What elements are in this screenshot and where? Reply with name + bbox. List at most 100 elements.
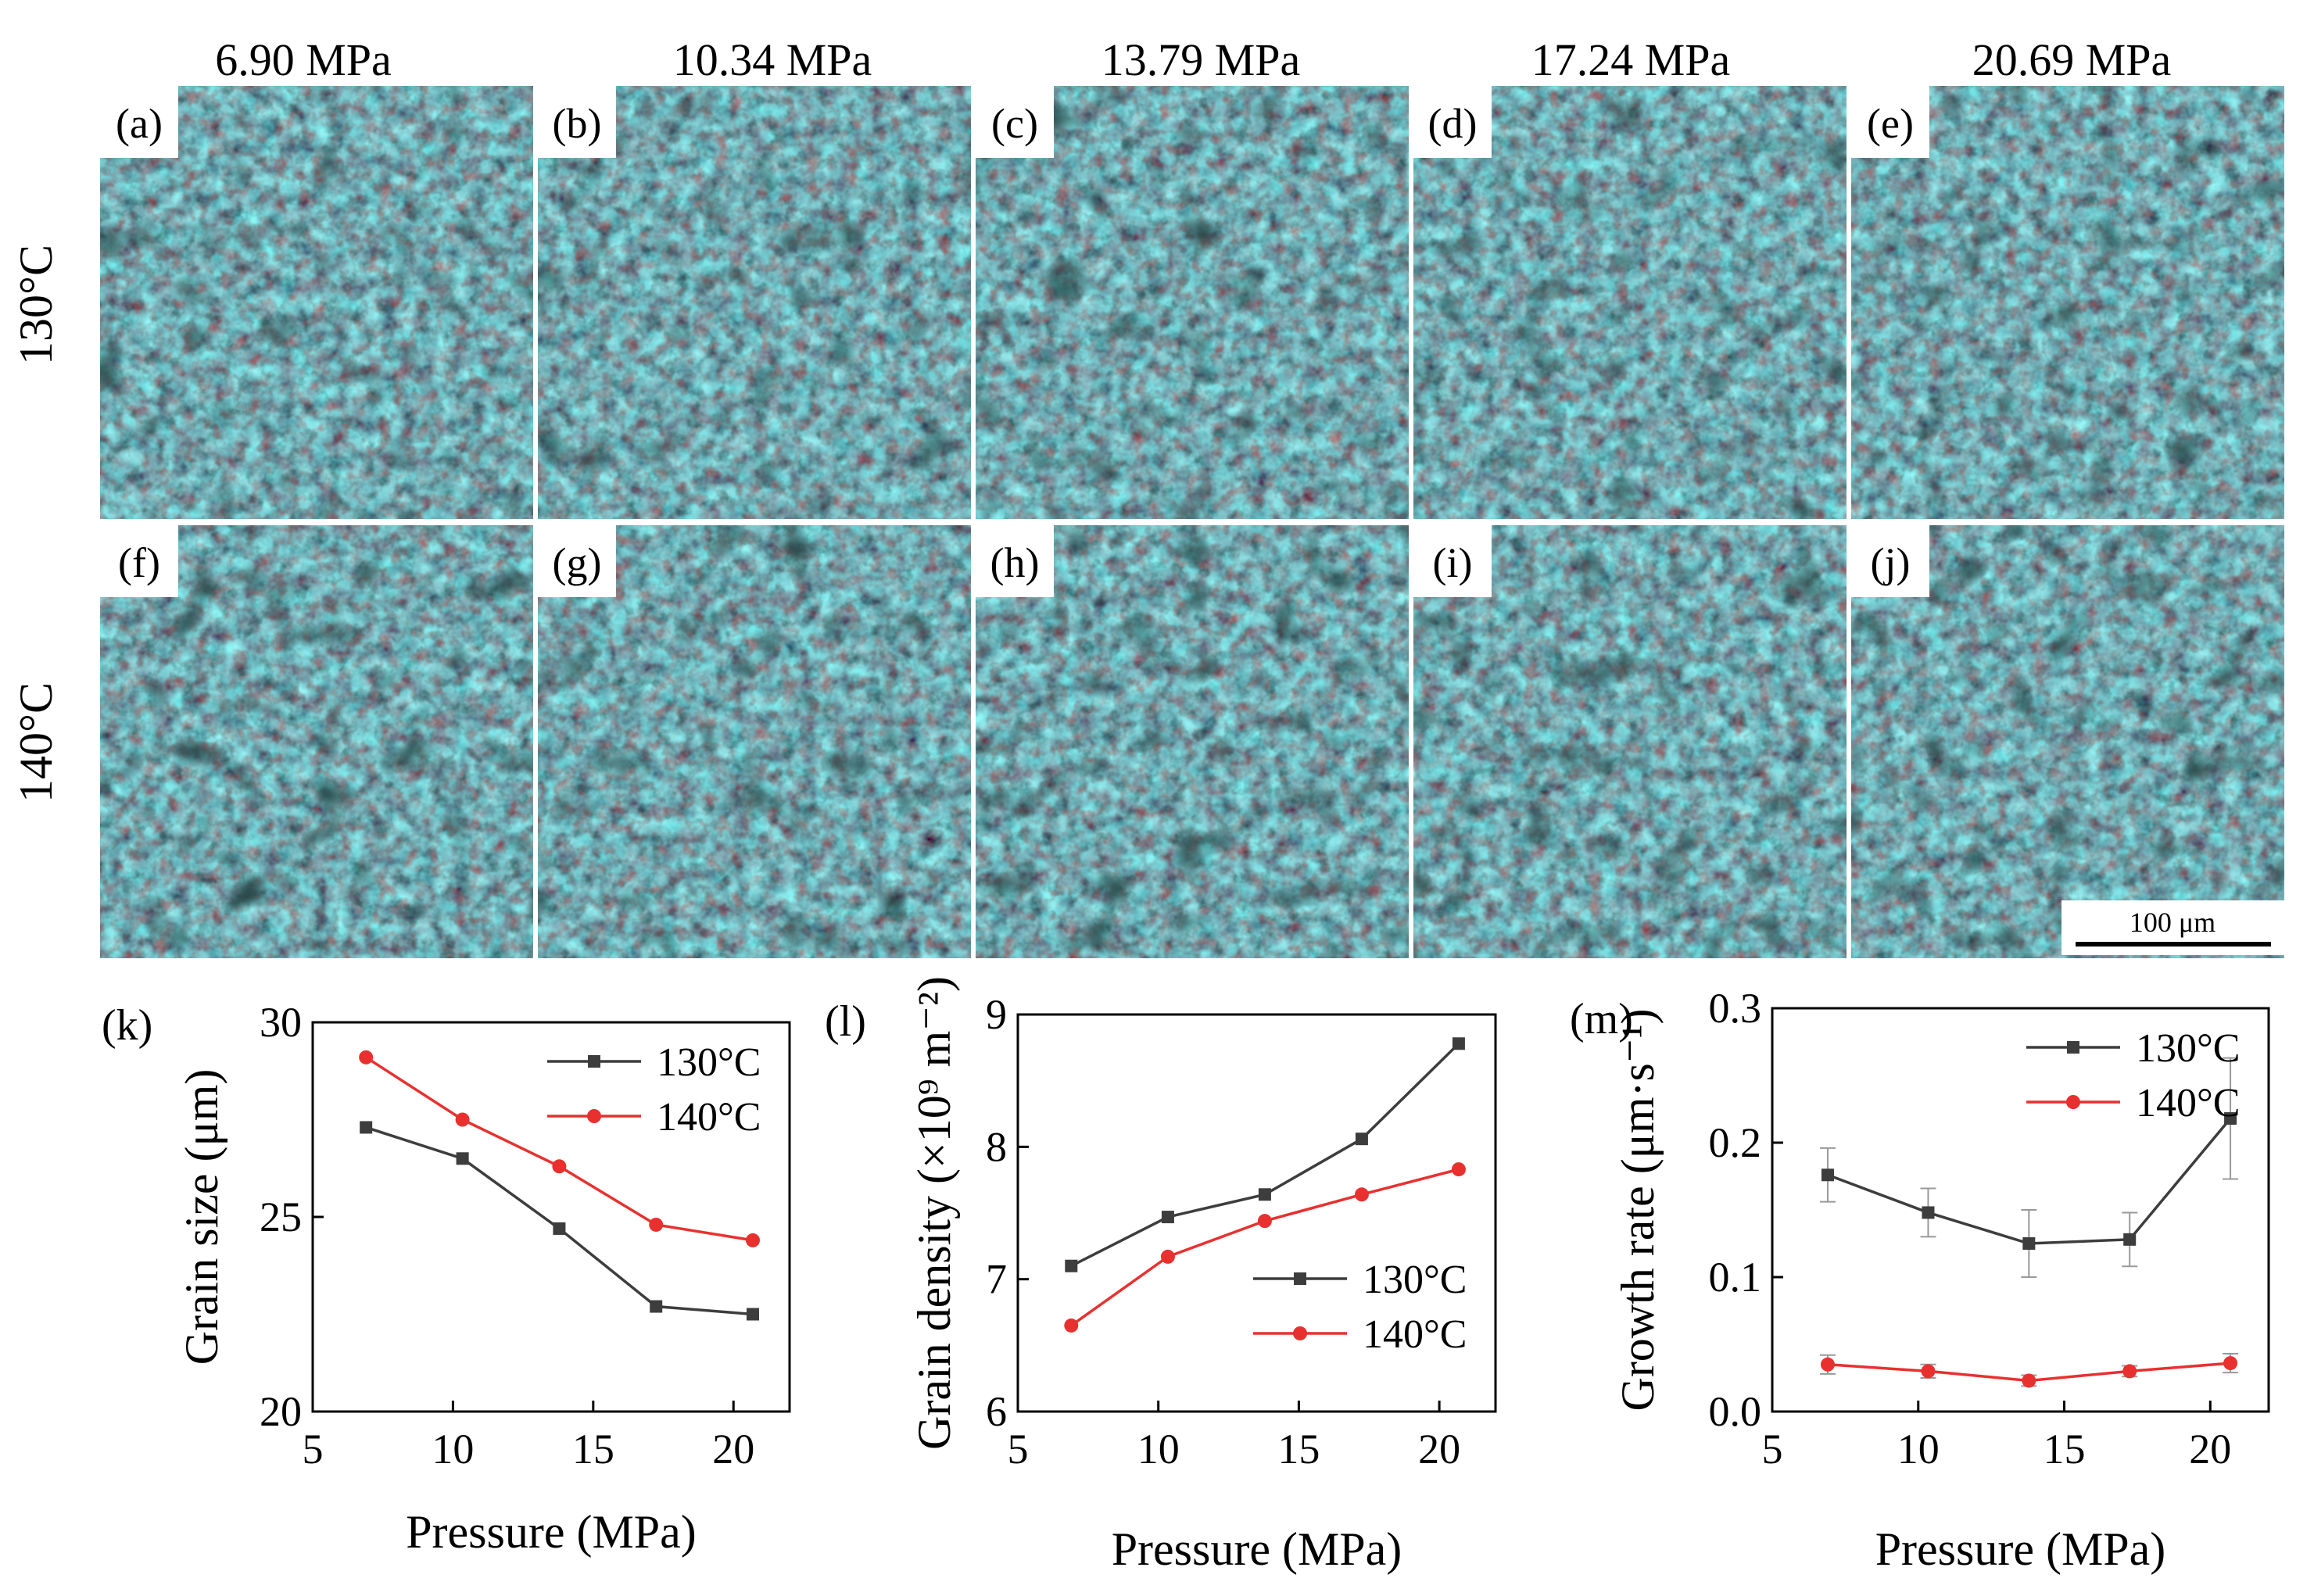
legend-label: 130°C bbox=[657, 1040, 761, 1085]
data-point bbox=[2123, 1233, 2137, 1246]
data-point bbox=[1451, 1162, 1466, 1177]
legend-marker bbox=[2067, 1041, 2079, 1054]
panel-label-box bbox=[1413, 525, 1492, 597]
plot-frame bbox=[1016, 1013, 1497, 1413]
panel-label-box bbox=[538, 86, 616, 158]
series-130°C bbox=[360, 1121, 759, 1321]
data-point bbox=[2224, 1112, 2237, 1125]
series-line bbox=[1070, 1043, 1460, 1268]
data-point bbox=[1821, 1168, 1834, 1182]
panel-label: (c) bbox=[991, 100, 1038, 147]
legend-label: 130°C bbox=[2136, 1026, 2240, 1071]
data-point bbox=[1065, 1259, 1078, 1272]
data-point bbox=[553, 1222, 566, 1235]
x-tick-label: 10 bbox=[432, 1426, 474, 1473]
data-point bbox=[2022, 1373, 2036, 1388]
chart-2: (l) 5 10 15 20 6 7 8 9 Pressure (MPa) Grain densit… bbox=[825, 976, 1497, 1575]
x-tick-label: 20 bbox=[712, 1426, 754, 1473]
data-point bbox=[2223, 1356, 2238, 1371]
temperature-row-label: 130°C bbox=[10, 245, 62, 365]
data-point bbox=[746, 1308, 759, 1321]
chart-1: (k) 5 10 15 20 20 25 30 Pressure (MPa) Grain size… bbox=[102, 999, 791, 1558]
data-point bbox=[1922, 1206, 1935, 1219]
x-tick-label: 15 bbox=[2044, 1426, 2086, 1473]
data-point bbox=[1064, 1318, 1079, 1333]
legend-label: 140°C bbox=[1363, 1312, 1467, 1357]
pressure-header: 13.79 MPa bbox=[1101, 34, 1301, 85]
x-tick-label: 15 bbox=[572, 1426, 614, 1473]
data-point bbox=[649, 1217, 664, 1232]
y-tick-label: 7 bbox=[986, 1256, 1007, 1303]
series-130°C bbox=[1065, 1037, 1465, 1272]
micrograph-panel: (b) bbox=[538, 86, 971, 519]
x-axis-label: Pressure (MPa) bbox=[1875, 1523, 2166, 1575]
x-tick-label: 20 bbox=[1418, 1426, 1460, 1473]
panel-label-box bbox=[1851, 525, 1929, 597]
micrograph-panel: (i) bbox=[1413, 525, 1847, 958]
x-tick-label: 15 bbox=[1277, 1426, 1320, 1473]
legend-marker bbox=[587, 1109, 601, 1123]
panel-label-box bbox=[976, 525, 1054, 597]
scale-bar-line bbox=[2076, 942, 2271, 947]
x-tick-label: 10 bbox=[1897, 1426, 1940, 1473]
x-axis-label: Pressure (MPa) bbox=[1112, 1523, 1402, 1575]
micrograph-panel: (a) bbox=[100, 86, 533, 519]
x-tick-label: 5 bbox=[1008, 1426, 1029, 1473]
legend: 130°C 140°C bbox=[547, 1040, 761, 1140]
data-point bbox=[456, 1152, 469, 1165]
micrograph-panel: (e) bbox=[1851, 86, 2284, 519]
scale-bar: 100 μm bbox=[2061, 900, 2284, 955]
plot-frame bbox=[1771, 1007, 2270, 1413]
micrograph-panel: (d) bbox=[1413, 86, 1847, 519]
y-axis-label: Grain size (μm) bbox=[176, 1069, 227, 1365]
panel-label: (a) bbox=[116, 100, 163, 147]
micrograph-grid: (a) (b) (c) (d) (e) (f) (g) (h) (i) (j) bbox=[100, 86, 2284, 958]
data-point bbox=[1452, 1037, 1465, 1050]
legend-marker bbox=[588, 1055, 600, 1068]
data-point bbox=[1160, 1249, 1175, 1264]
data-point bbox=[1161, 1211, 1174, 1224]
y-tick-label: 0.2 bbox=[1709, 1119, 1762, 1166]
y-tick-label: 9 bbox=[986, 991, 1007, 1038]
pressure-header: 10.34 MPa bbox=[673, 34, 872, 85]
legend-label: 140°C bbox=[2136, 1081, 2240, 1125]
line-charts: (k) 5 10 15 20 20 25 30 Pressure (MPa) Grain size… bbox=[102, 976, 2270, 1575]
chart-panel-label: (l) bbox=[825, 997, 866, 1046]
legend-marker bbox=[1293, 1326, 1307, 1340]
series-140°C bbox=[359, 1050, 760, 1247]
y-tick-label: 25 bbox=[260, 1193, 302, 1240]
panel-label-box bbox=[976, 86, 1054, 158]
panel-label-box bbox=[100, 525, 178, 597]
panel-label: (i) bbox=[1433, 539, 1473, 586]
y-axis-label: Growth rate (μm·s⁻¹) bbox=[1612, 1008, 1664, 1411]
x-axis-label: Pressure (MPa) bbox=[406, 1506, 697, 1558]
data-point bbox=[1820, 1357, 1835, 1372]
pressure-header: 6.90 MPa bbox=[215, 34, 392, 85]
series-140°C bbox=[1064, 1162, 1466, 1333]
micrograph-panel: (f) bbox=[100, 525, 533, 958]
data-point bbox=[1257, 1214, 1272, 1229]
x-tick-label: 20 bbox=[2189, 1426, 2231, 1473]
pressure-header: 20.69 MPa bbox=[1972, 34, 2172, 85]
panel-label: (j) bbox=[1871, 539, 1911, 586]
data-point bbox=[360, 1121, 373, 1134]
legend-label: 130°C bbox=[1363, 1258, 1467, 1302]
panel-label: (b) bbox=[553, 100, 602, 147]
data-point bbox=[2022, 1237, 2036, 1250]
panel-label: (h) bbox=[990, 539, 1040, 586]
x-tick-label: 5 bbox=[303, 1426, 324, 1473]
y-tick-label: 30 bbox=[260, 999, 302, 1046]
y-tick-label: 0.1 bbox=[1709, 1254, 1762, 1301]
data-point bbox=[2122, 1364, 2137, 1379]
data-point bbox=[1354, 1187, 1369, 1202]
x-tick-label: 10 bbox=[1137, 1426, 1180, 1473]
chart-panel-label: (k) bbox=[102, 1001, 152, 1050]
series-140°C bbox=[1819, 1353, 2239, 1388]
scale-bar-label: 100 μm bbox=[2130, 907, 2215, 938]
panel-label: (g) bbox=[553, 539, 602, 586]
legend-label: 140°C bbox=[657, 1095, 761, 1140]
data-point bbox=[359, 1050, 374, 1065]
panel-label-box bbox=[538, 525, 616, 597]
temperature-row-label: 140°C bbox=[10, 682, 62, 803]
